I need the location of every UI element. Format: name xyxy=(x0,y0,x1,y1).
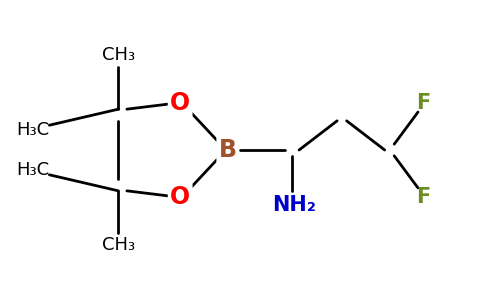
Text: F: F xyxy=(416,93,430,113)
Text: CH₃: CH₃ xyxy=(102,236,135,254)
Text: H₃C: H₃C xyxy=(16,121,49,139)
Text: O: O xyxy=(170,91,190,115)
Text: CH₃: CH₃ xyxy=(102,46,135,64)
Text: O: O xyxy=(170,185,190,209)
Text: F: F xyxy=(416,187,430,207)
Text: B: B xyxy=(219,138,237,162)
Text: H₃C: H₃C xyxy=(16,161,49,179)
Text: NH₂: NH₂ xyxy=(272,195,316,215)
